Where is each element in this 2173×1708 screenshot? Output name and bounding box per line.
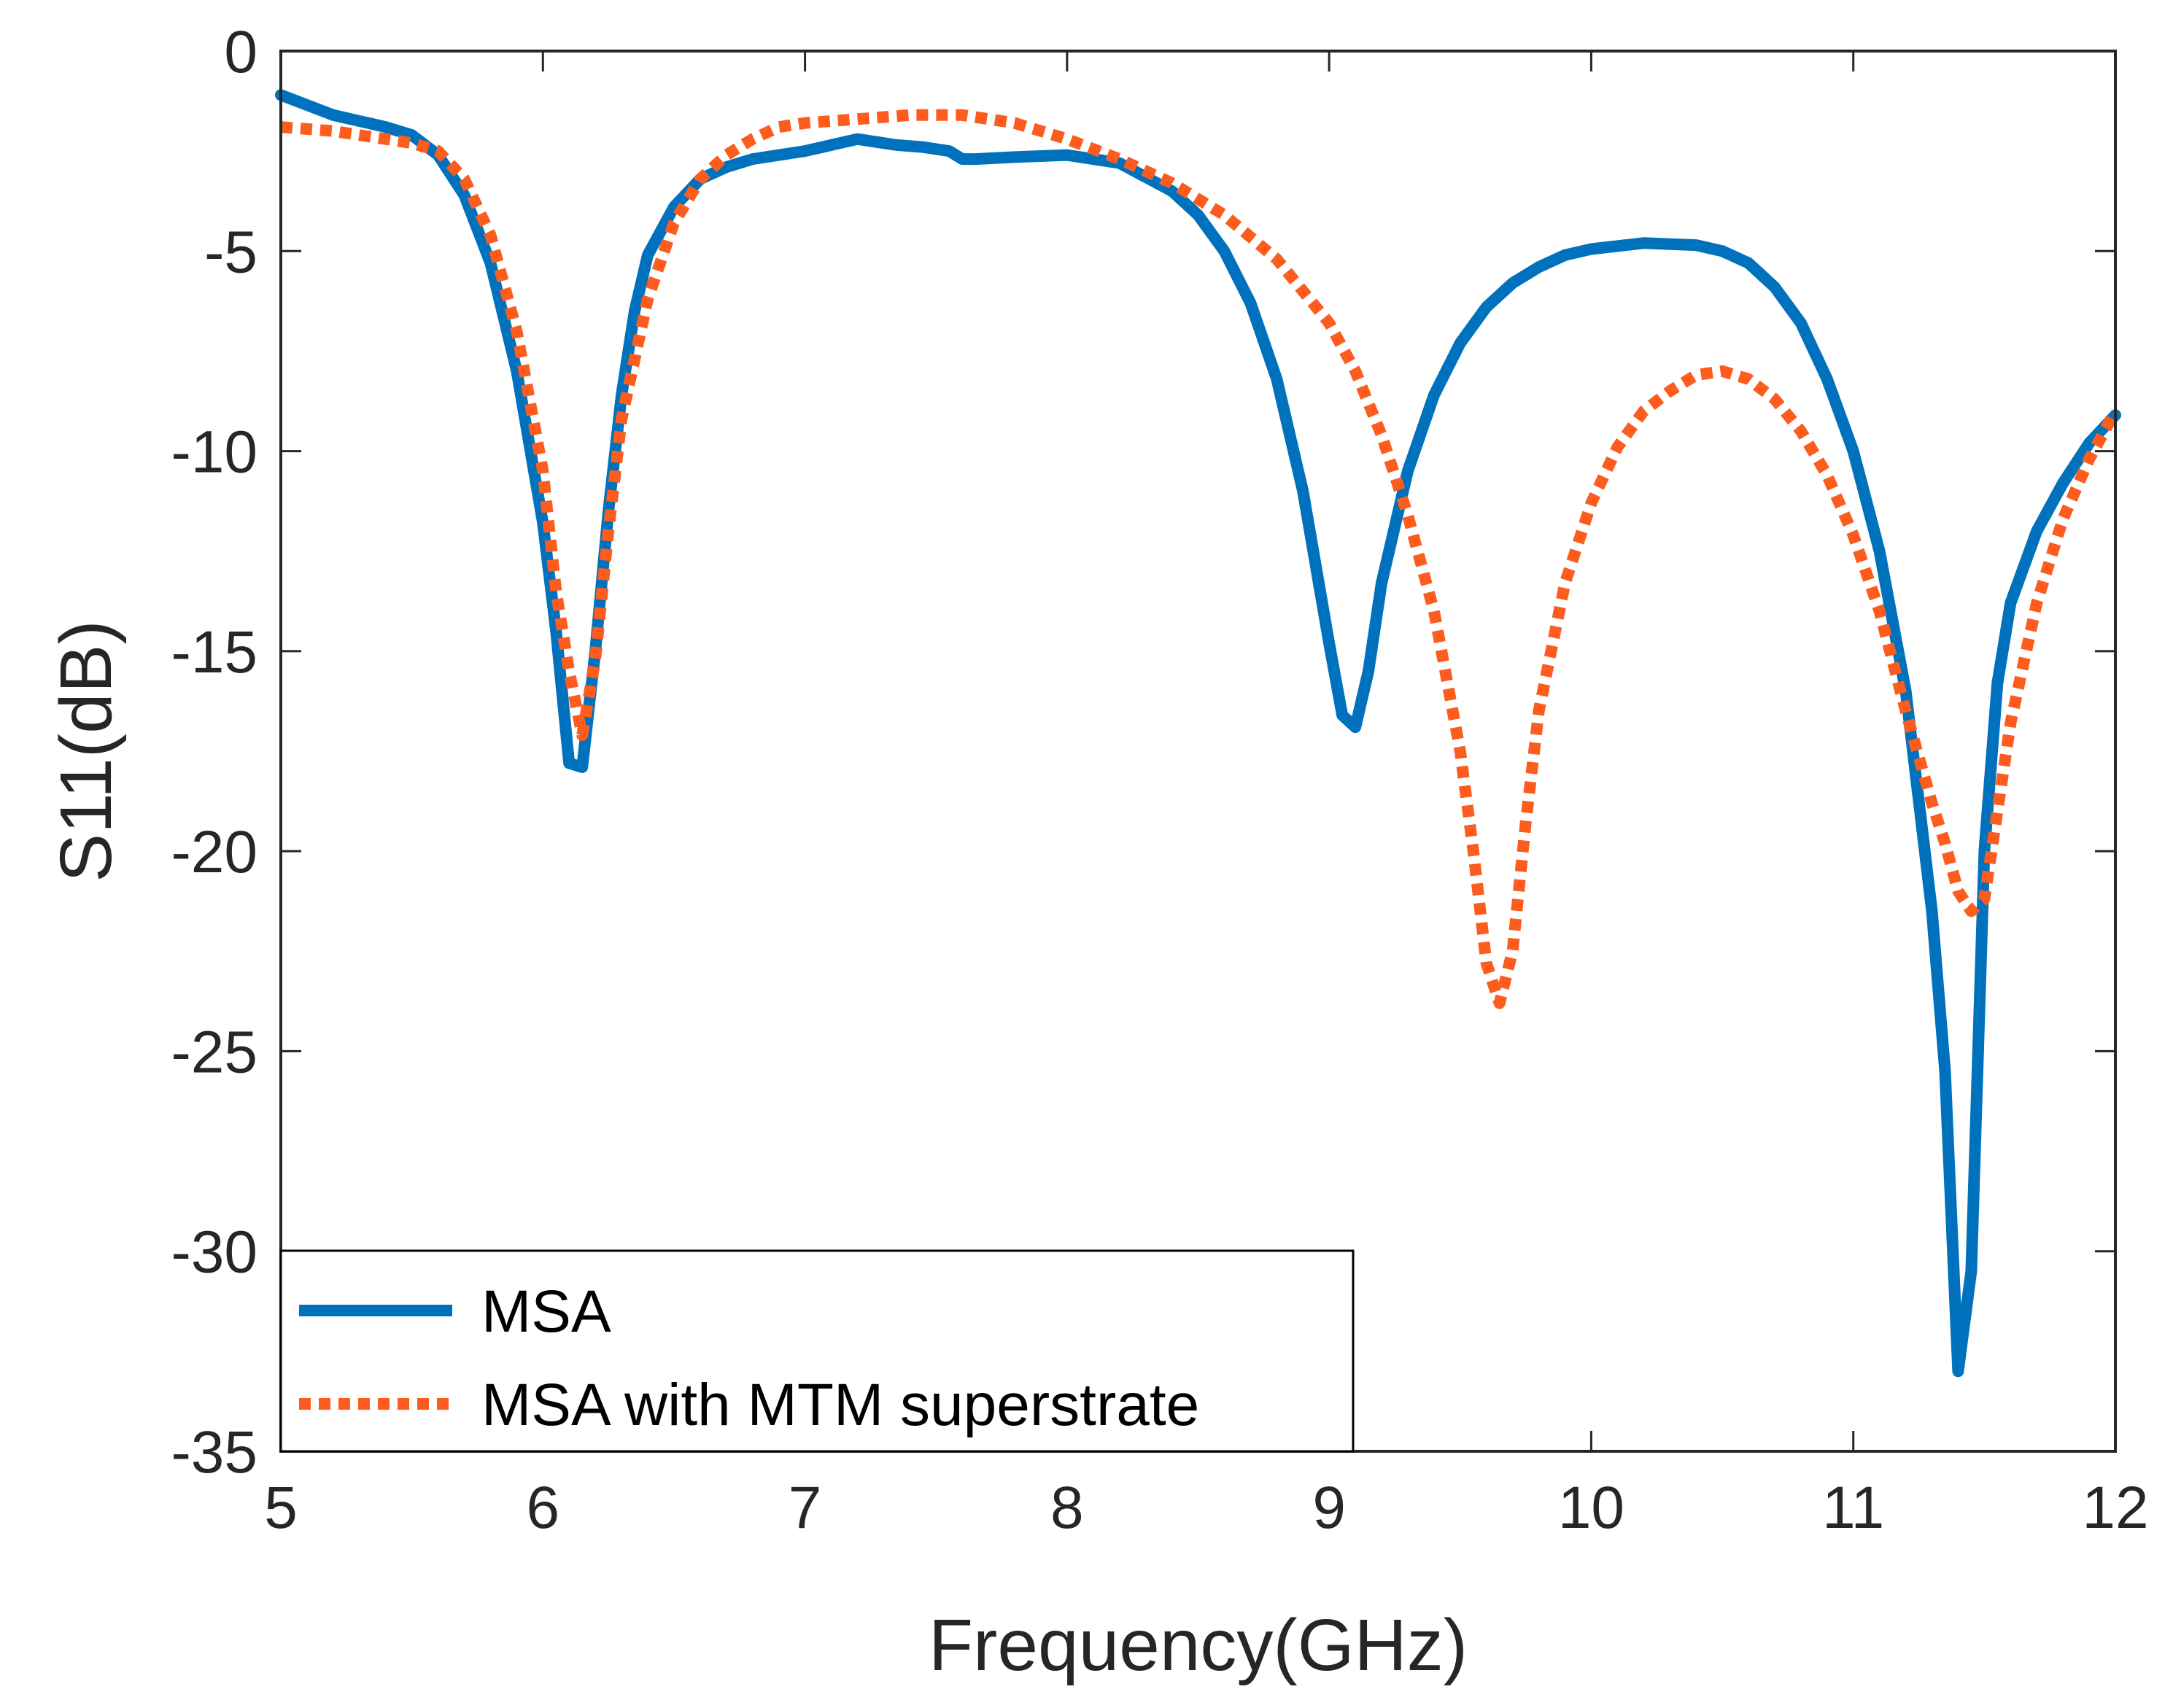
y-axis-label: S11(dB) xyxy=(45,620,127,882)
x-tick-label: 7 xyxy=(789,1475,822,1541)
y-tick-label: -25 xyxy=(171,1019,257,1085)
legend-entry-msa: MSA xyxy=(481,1278,611,1345)
y-tick-label: -5 xyxy=(204,219,257,285)
y-tick-label: -15 xyxy=(171,619,257,686)
x-tick-label: 12 xyxy=(2082,1475,2148,1541)
y-tick-label: 0 xyxy=(224,19,257,85)
x-tick-label: 8 xyxy=(1050,1475,1084,1541)
legend: MSA MSA with MTM superstrate xyxy=(279,1249,1355,1453)
legend-entry-msa-mtm: MSA with MTM superstrate xyxy=(481,1372,1199,1438)
y-tick-label: -35 xyxy=(171,1419,257,1486)
x-tick-label: 9 xyxy=(1312,1475,1346,1541)
series-line-1 xyxy=(280,109,2121,1009)
y-tick-label: -10 xyxy=(171,419,257,486)
x-tick-label: 11 xyxy=(1822,1475,1884,1541)
x-axis-label: Frequency(GHz) xyxy=(929,1604,1468,1686)
x-tick-label: 6 xyxy=(526,1475,559,1541)
legend-box xyxy=(279,1249,1355,1453)
x-tick-label: 5 xyxy=(264,1475,298,1541)
y-tick-label: -30 xyxy=(171,1219,257,1286)
y-tick-label: -20 xyxy=(171,819,257,885)
series-layer xyxy=(275,89,2121,1378)
x-tick-labels: 5 6 7 8 9 10 11 12 xyxy=(264,1475,2148,1541)
x-tick-label: 10 xyxy=(1558,1475,1624,1541)
y-tick-labels: 0 -5 -10 -15 -20 -25 -30 -35 xyxy=(171,19,257,1486)
